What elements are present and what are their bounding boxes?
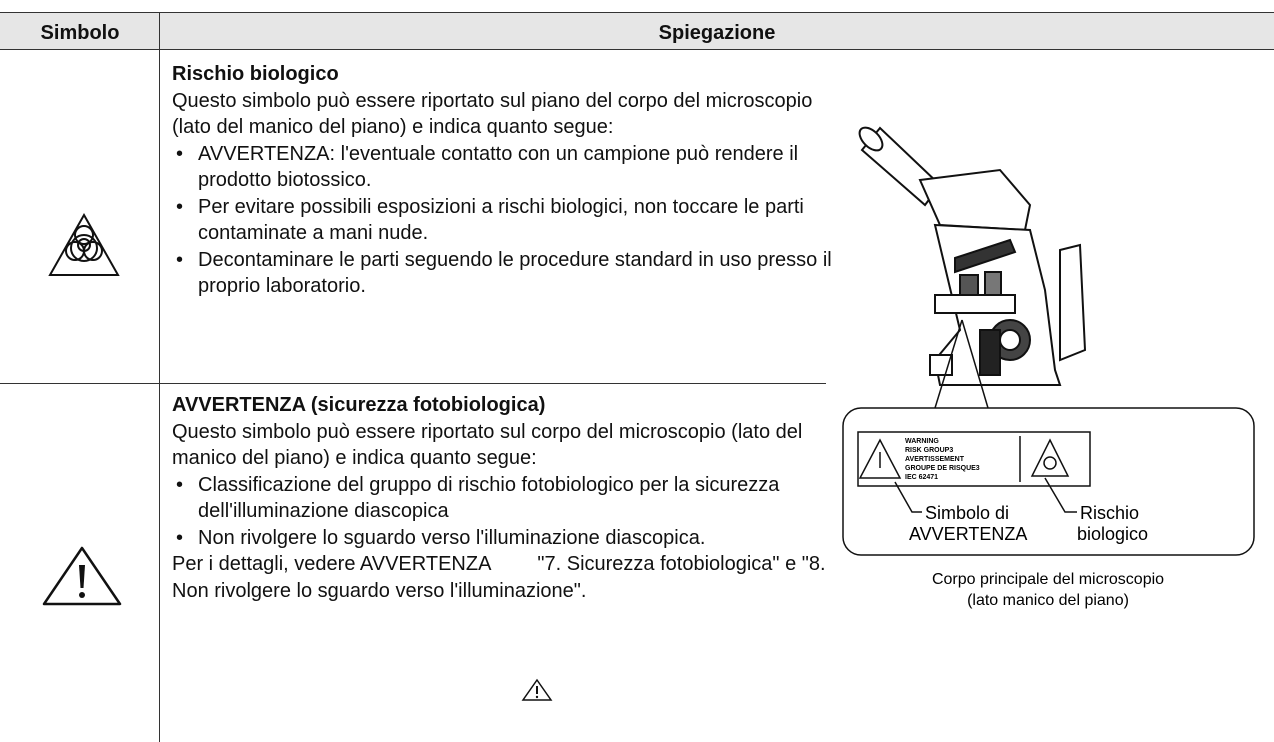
- label-plate-text: WARNING RISK GROUP3 AVERTISSEMENT GROUPE DE…: [905, 438, 980, 481]
- row-divider: [0, 383, 826, 384]
- warning-icon: [42, 546, 122, 606]
- inline-warning-icon: [521, 678, 553, 701]
- label-line: WARNING: [905, 438, 939, 445]
- bullet-list: Classificazione del gruppo di rischio fo…: [172, 472, 832, 552]
- bullet-item: Decontaminare le parti seguendo le proce…: [172, 247, 832, 300]
- callout-label: Simbolo di: [925, 503, 1009, 523]
- callout-label: Rischio: [1080, 503, 1139, 523]
- label-line: RISK GROUP3: [905, 447, 953, 454]
- bullet-list: AVVERTENZA: l'eventuale contatto con un …: [172, 141, 832, 300]
- header-cell: Spiegazione: [658, 22, 776, 44]
- callout-label: AVVERTENZA: [909, 524, 1027, 544]
- caption: Corpo principale del microscopio (lato ma…: [932, 571, 1164, 609]
- callout-label: biologico: [1077, 524, 1148, 544]
- label-line: AVERTISSEMENT: [905, 456, 965, 463]
- row-text: Questo simbolo può essere riportato sul …: [172, 420, 803, 470]
- microscope-drawing: [858, 126, 1087, 386]
- note: Per i dettagli, vedere AVVERTENZA "7. Sic…: [172, 551, 832, 604]
- bullet-item: Per evitare possibili esposizioni a risc…: [172, 194, 832, 247]
- header-bg: [0, 12, 1274, 50]
- bullet-item: Non rivolgere lo sguardo verso l'illumin…: [172, 525, 832, 552]
- caption-line: (lato manico del piano): [967, 592, 1129, 609]
- row-title: AVVERTENZA (sicurezza fotobiologica): [172, 394, 546, 416]
- column-divider: [159, 12, 160, 742]
- caption-line: Corpo principale del microscopio: [932, 571, 1164, 588]
- header-cell: Simbolo: [40, 22, 120, 44]
- biohazard-icon: [48, 212, 120, 276]
- label-line: IEC 62471: [905, 474, 938, 481]
- bullet-item: Classificazione del gruppo di rischio fo…: [172, 472, 832, 525]
- bullet-item: AVVERTENZA: l'eventuale contatto con un …: [172, 141, 832, 194]
- row-cell: Rischio biologico Questo simbolo può esse…: [172, 61, 832, 300]
- row-text: Questo simbolo può essere riportato sul …: [172, 89, 813, 139]
- label-line: GROUPE DE RISQUE3: [905, 465, 980, 472]
- row-cell: AVVERTENZA (sicurezza fotobiologica) Ques…: [172, 392, 832, 604]
- callout-lines: [842, 319, 1255, 556]
- note-text: Per i dettagli, vedere AVVERTENZA: [172, 553, 492, 575]
- note-text: "7. Sicurezza fotobiologica" e "8. Non r…: [172, 553, 826, 602]
- row-title: Rischio biologico: [172, 63, 339, 85]
